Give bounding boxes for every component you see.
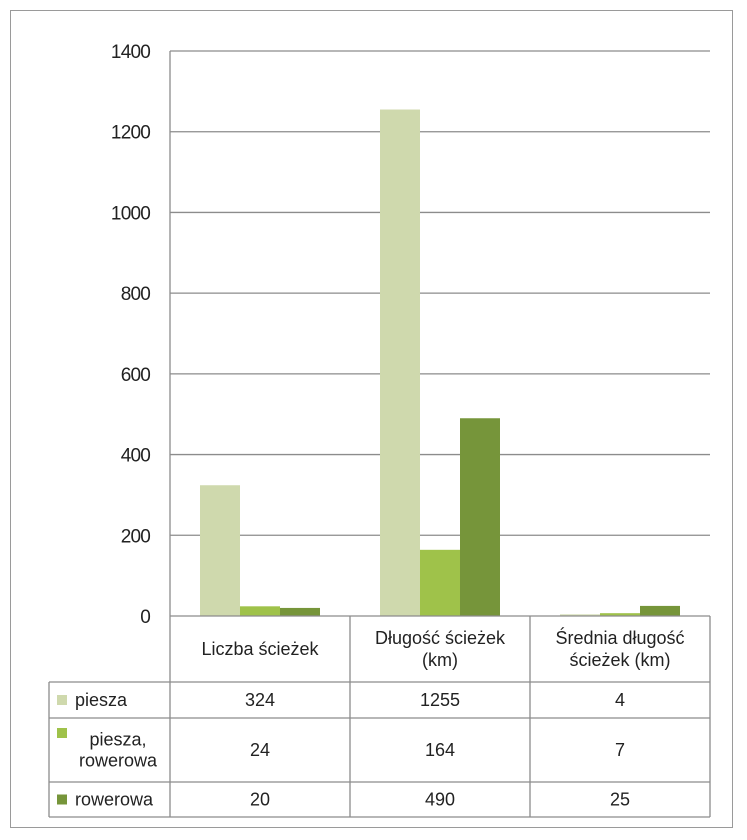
y-tick-label: 600 [121, 365, 151, 386]
y-tick-label: 200 [121, 526, 151, 547]
y-tick-label: 0 [140, 607, 150, 628]
bar [560, 614, 600, 616]
category-label: Długość ścieżek [375, 628, 506, 648]
bar [600, 613, 640, 616]
data-label: 4 [615, 690, 625, 710]
y-tick-label: 1000 [111, 203, 150, 224]
data-label: 490 [425, 790, 455, 810]
data-label: 25 [610, 790, 630, 810]
bar [280, 607, 320, 616]
data-label: 7 [615, 740, 625, 760]
bar [640, 605, 680, 616]
legend-label: rowerowa [79, 751, 158, 771]
category-label: Średnia długość [555, 627, 684, 648]
data-label: 20 [250, 790, 270, 810]
category-label: Liczba ścieżek [201, 639, 319, 659]
data-label: 24 [250, 740, 270, 760]
y-tick-label: 1400 [111, 42, 150, 63]
bar [200, 485, 240, 616]
data-label: 324 [245, 690, 275, 710]
y-tick-label: 800 [121, 284, 151, 305]
legend-label: piesza [75, 690, 128, 710]
chart-frame [10, 10, 733, 828]
y-tick-label: 1200 [111, 123, 150, 144]
legend-label: piesza, [89, 730, 146, 750]
data-label: 164 [425, 740, 455, 760]
y-tick-label: 400 [121, 446, 151, 467]
legend-label: rowerowa [75, 790, 154, 810]
category-label: (km) [422, 650, 458, 670]
bar [380, 109, 420, 617]
bar [460, 418, 500, 616]
bar [420, 549, 460, 616]
category-label: ścieżek (km) [569, 650, 670, 670]
bar [240, 606, 280, 616]
legend-swatch [57, 695, 67, 705]
legend-swatch [57, 794, 67, 805]
data-label: 1255 [420, 690, 460, 710]
legend-swatch [57, 728, 67, 738]
